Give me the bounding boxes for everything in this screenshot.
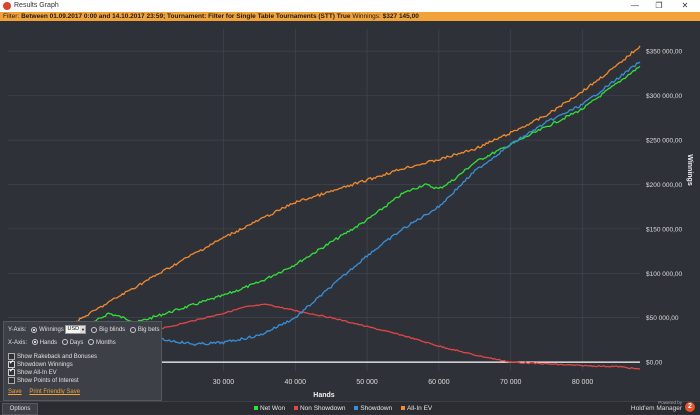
legend-label-net-won: Net Won [260,405,286,412]
y-tick-label: $50 000,00 [646,315,679,322]
currency-value: USD [67,326,80,332]
y-tick-label: $300 000,00 [646,93,683,100]
legend-swatch-showdown [354,406,359,411]
y-axis-row: Y-Axis: Winnings USD ▼ Big blinds Big bet… [8,325,160,334]
checkbox-all-in-ev[interactable]: Show All-In EV [8,367,57,377]
currency-select[interactable]: USD ▼ [65,325,87,334]
brand-logo-icon: 2 [685,402,695,412]
app-logo-icon [3,2,11,10]
checkbox-points-of-interest-box[interactable] [8,377,15,384]
legend-label-showdown: Showdown [360,405,393,412]
legend-label-non-showdown: Non Showdown [299,405,346,412]
radio-winnings-label: Winnings [39,327,64,334]
winnings-label: Winnings: [352,13,381,20]
legend-swatch-all-in-ev [400,406,405,411]
y-tick-label: $200 000,00 [646,182,683,189]
radio-months[interactable] [88,339,95,346]
chevron-down-icon: ▼ [80,326,86,333]
options-button[interactable]: Options [2,403,38,415]
checkbox-showdown-winnings[interactable]: Showdown Winnings [8,359,73,369]
print-friendly-save-link[interactable]: Print Friendly Save [29,389,81,395]
winnings-value: $327 145,00 [382,13,419,20]
legend-item-non-showdown[interactable]: Non Showdown [293,405,346,412]
checkbox-points-of-interest[interactable]: Show Points of Interest [8,377,79,385]
y-tick-label: $150 000,00 [646,226,683,233]
radio-winnings[interactable] [31,326,38,333]
minimize-button[interactable]: — [631,1,639,10]
title-bar: Results Graph — ❐ ✕ [0,0,700,12]
x-tick-label: 60 000 [428,379,450,386]
y-tick-label: $0,00 [646,360,663,367]
y-tick-label: $250 000,00 [646,138,683,145]
y-axis-label: Y-Axis: [8,327,27,334]
legend-item-showdown[interactable]: Showdown [354,405,392,412]
radio-hands-label: Hands [39,340,58,346]
maximize-button[interactable]: ❐ [655,1,663,10]
status-bar: Options Net Won Non Showdown Showdown Al… [0,400,700,415]
x-tick-label: 30 000 [213,379,235,386]
filter-label: Filter: [3,13,20,20]
checkbox-showdown-winnings-label: Showdown Winnings [17,362,73,369]
legend-item-net-won[interactable]: Net Won [254,405,285,412]
checkbox-rakeback-label: Show Rakeback and Bonuses [17,354,98,361]
options-panel: Y-Axis: Winnings USD ▼ Big blinds Big bet… [3,321,162,401]
legend-swatch-non-showdown [293,406,298,411]
close-button[interactable]: ✕ [681,1,689,10]
x-tick-label: 80 000 [572,379,594,386]
x-tick-label: 40 000 [285,379,307,386]
radio-big-bets-label: Big bets [137,327,160,334]
x-tick-label: 70 000 [500,379,522,386]
x-tick-label: 50 000 [356,379,378,386]
radio-big-bets[interactable] [129,326,136,333]
x-axis-label: X-Axis: [8,340,28,346]
radio-hands[interactable] [31,339,38,346]
window-title: Results Graph [14,2,59,9]
all-in-ev-line [8,45,641,362]
filter-value: Between 01.09.2017 0:00 and 14.10.2017 2… [21,13,351,20]
save-links: Save Print Friendly Save [8,388,86,396]
legend-swatch-net-won [254,406,258,411]
radio-months-label: Months [96,340,116,346]
checkbox-all-in-ev-box[interactable] [8,367,15,376]
powered-by-text: Powered by [658,400,682,405]
brand-name: Hold'em Manager [630,405,682,412]
filter-bar: Filter: Between 01.09.2017 0:00 and 14.1… [0,12,700,21]
plot-background [8,29,640,371]
radio-big-blinds-label: Big blinds [99,327,126,334]
save-link[interactable]: Save [8,389,22,395]
net-won-line [7,65,641,363]
y-tick-label: $100 000,00 [646,271,683,278]
legend-label-all-in-ev: All-In EV [406,405,433,412]
checkbox-rakeback[interactable]: Show Rakeback and Bonuses [8,353,97,361]
y-axis-title: Winnings [686,154,693,186]
radio-days-label: Days [69,340,84,346]
chart-legend: Net Won Non Showdown Showdown All-In EV [254,405,439,412]
checkbox-all-in-ev-label: Show All-In EV [17,370,57,377]
checkbox-points-of-interest-label: Show Points of Interest [17,378,79,385]
radio-big-blinds[interactable] [91,326,98,333]
branding: Powered by Hold'em Manager 2 [616,400,696,414]
radio-days[interactable] [61,339,68,346]
y-tick-label: $350 000,00 [646,49,683,56]
x-axis-row: X-Axis: Hands Days Months [8,339,116,347]
legend-item-all-in-ev[interactable]: All-In EV [400,405,433,412]
x-axis-title: Hands [313,392,335,399]
